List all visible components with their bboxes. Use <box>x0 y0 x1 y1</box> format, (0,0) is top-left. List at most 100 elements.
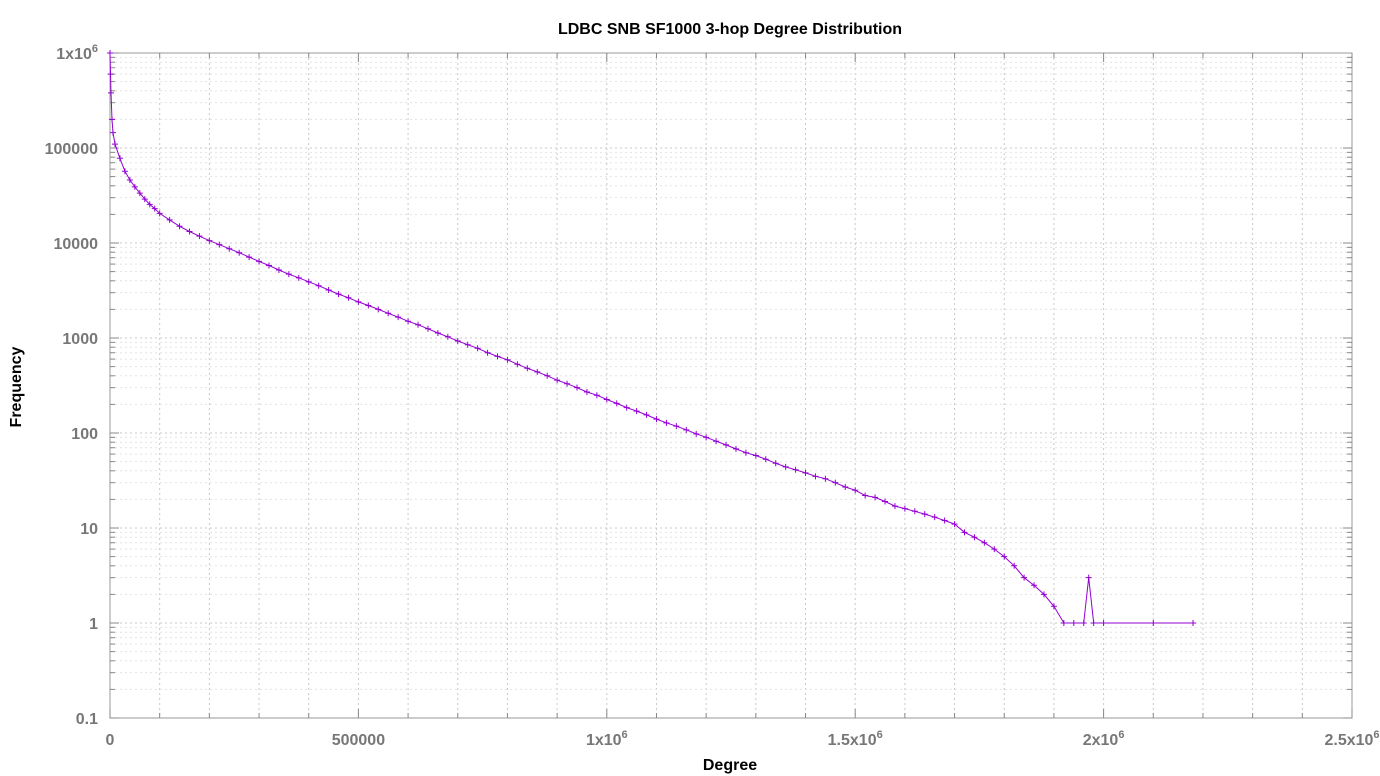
data-point <box>395 314 402 321</box>
data-point <box>693 430 700 437</box>
data-point <box>1090 620 1097 626</box>
y-tick-label: 100000 <box>45 141 98 158</box>
data-point <box>108 116 115 123</box>
data-point <box>1150 620 1157 626</box>
data-point <box>1070 620 1077 626</box>
data-point <box>1060 620 1067 626</box>
data-point <box>564 380 571 387</box>
data-point <box>802 469 809 476</box>
data-point <box>862 492 869 499</box>
data-point <box>1190 620 1197 626</box>
data-point <box>156 210 163 217</box>
data-point <box>732 445 739 452</box>
data-point <box>474 345 481 352</box>
data-point <box>1100 620 1107 626</box>
data-point <box>385 310 392 317</box>
axis-ticks <box>109 52 1353 719</box>
data-point <box>345 294 352 301</box>
data-point <box>792 466 799 473</box>
data-point <box>116 155 123 162</box>
data-point <box>991 546 998 553</box>
data-point <box>464 341 471 348</box>
data-point <box>107 50 113 56</box>
x-axis-label: Degree <box>703 757 757 774</box>
data-point <box>643 411 650 418</box>
data-point <box>216 241 223 248</box>
data-point <box>961 529 968 536</box>
grid <box>110 53 1352 718</box>
data-point <box>524 365 531 372</box>
data-point <box>921 511 928 518</box>
data-point <box>375 306 382 313</box>
data-point <box>1050 603 1057 610</box>
data-point <box>434 329 441 336</box>
data-point <box>901 505 908 512</box>
data-point <box>335 291 342 298</box>
data-point <box>1080 620 1087 626</box>
data-point <box>911 508 918 515</box>
data-point <box>772 460 779 467</box>
data-point <box>186 228 193 235</box>
data-point <box>882 498 889 505</box>
data-point <box>355 298 362 305</box>
data-point <box>107 71 114 78</box>
data-point <box>673 423 680 430</box>
data-point <box>454 337 461 344</box>
data-point <box>111 141 118 148</box>
x-tick-label: 0 <box>106 732 115 749</box>
data-point <box>723 441 730 448</box>
y-tick-label: 1 <box>89 616 98 633</box>
data-point <box>126 177 133 184</box>
data-point <box>891 503 898 510</box>
data-point <box>415 321 422 328</box>
data-point <box>504 356 511 363</box>
data-point <box>583 389 590 396</box>
data-point <box>325 287 332 294</box>
data-point <box>544 372 551 379</box>
x-tick-label: 1x106 <box>586 729 628 749</box>
data-point <box>534 368 541 375</box>
data-point <box>832 479 839 486</box>
data-point <box>226 245 233 252</box>
data-point <box>246 254 253 261</box>
data-point <box>951 521 958 528</box>
data-point <box>444 333 451 340</box>
data-point <box>623 404 630 411</box>
data-point <box>424 325 431 332</box>
data-point <box>206 237 213 244</box>
data-point <box>752 452 759 459</box>
data-point <box>703 434 710 441</box>
data-point <box>872 494 879 501</box>
data-point <box>842 484 849 491</box>
data-point <box>265 262 272 269</box>
data-point <box>663 419 670 426</box>
data-point <box>256 258 263 265</box>
data-point <box>762 456 769 463</box>
data-point <box>613 400 620 407</box>
data-point <box>315 282 322 289</box>
y-tick-label: 100 <box>71 426 98 443</box>
data-point <box>1021 574 1028 581</box>
x-tick-label: 500000 <box>332 732 385 749</box>
data-point <box>931 514 938 521</box>
data-point <box>1040 591 1047 598</box>
data-point <box>554 377 561 384</box>
data-point <box>484 349 491 356</box>
data-point <box>573 384 580 391</box>
data-point <box>146 201 153 208</box>
data-point <box>593 392 600 399</box>
data-point <box>1085 574 1092 581</box>
data-point <box>633 408 640 415</box>
data-point <box>514 361 521 368</box>
data-point <box>166 216 173 223</box>
data-point <box>285 271 292 278</box>
series <box>107 50 1197 626</box>
data-point <box>107 89 114 96</box>
y-tick-label: 1000 <box>62 331 98 348</box>
y-tick-label: 1x106 <box>56 43 98 63</box>
data-point <box>365 302 372 309</box>
tick-labels: 0 500000 1x106 1.5x106 2x106 2.5x1061x1061000… <box>45 43 1380 749</box>
data-point <box>1031 582 1038 589</box>
x-tick-label: 2x106 <box>1083 729 1125 749</box>
